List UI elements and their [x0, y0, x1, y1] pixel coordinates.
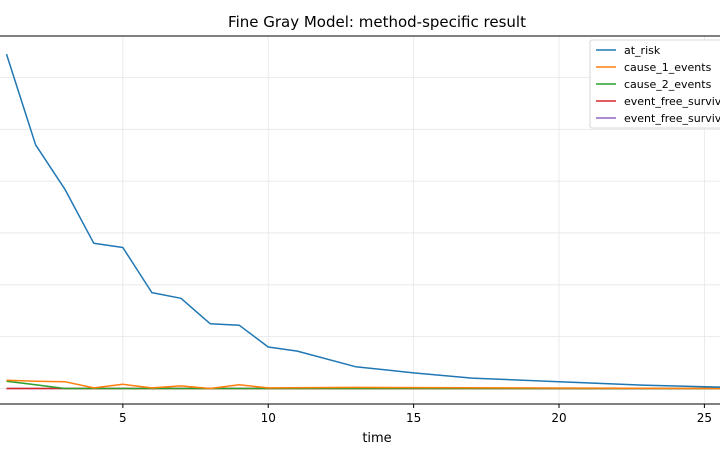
- x-tick-label: 10: [261, 411, 276, 425]
- x-tick-label: 25: [697, 411, 712, 425]
- x-ticks: 5 10 15 20 25: [119, 404, 712, 425]
- series-line-at-risk: [5, 53, 720, 388]
- legend-label: event_free_surviva: [624, 112, 720, 125]
- legend-label: event_free_surviva: [624, 95, 720, 108]
- series-lines: [5, 53, 720, 390]
- x-axis-label: time: [362, 431, 391, 446]
- legend-label: at_risk: [624, 44, 661, 57]
- x-tick-label: 20: [551, 411, 566, 425]
- x-tick-label: 5: [119, 411, 127, 425]
- series-line-cause-1-events: [6, 379, 720, 390]
- legend-box: [589, 39, 720, 129]
- legend-label: cause_1_events: [624, 61, 712, 74]
- chart-title: Fine Gray Model: method-specific result: [228, 13, 526, 31]
- series-line-cause-2-events: [6, 380, 720, 390]
- legend-label: cause_2_events: [624, 78, 712, 91]
- legend: at_risk cause_1_events cause_2_eventsevent…: [589, 39, 720, 129]
- x-tick-label: 15: [406, 411, 421, 425]
